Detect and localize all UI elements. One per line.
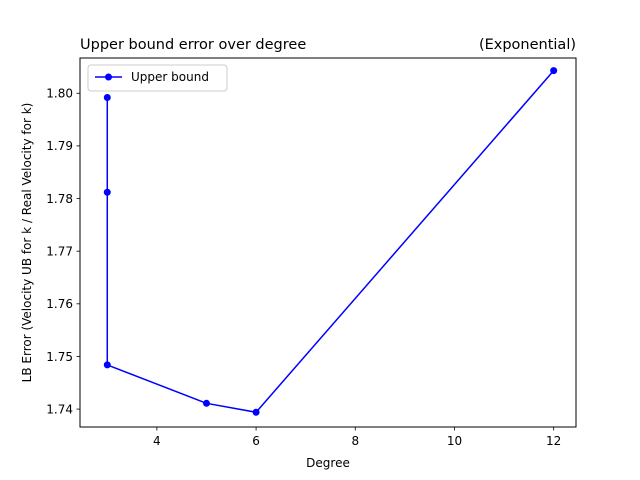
x-axis-label: Degree bbox=[306, 456, 350, 470]
y-tick-label: 1.78 bbox=[46, 192, 73, 206]
y-tick-label: 1.76 bbox=[46, 297, 73, 311]
data-point bbox=[103, 93, 111, 101]
data-point bbox=[103, 361, 111, 369]
y-tick-label: 1.79 bbox=[46, 139, 73, 153]
data-point bbox=[103, 188, 111, 196]
data-point bbox=[550, 67, 558, 75]
plot-area-frame bbox=[79, 57, 577, 428]
x-tick-label: 6 bbox=[252, 434, 260, 448]
chart-title: Upper bound error over degree bbox=[80, 37, 306, 53]
x-axis-ticks: 4 6 8 10 12 bbox=[153, 427, 561, 448]
legend-marker-swatch bbox=[105, 73, 112, 81]
legend-label-upper-bound: Upper bound bbox=[131, 70, 209, 84]
series-layer bbox=[103, 67, 558, 416]
data-point bbox=[202, 399, 210, 407]
y-axis-label: LB Error (Velocity UB for k / Real Veloc… bbox=[20, 103, 34, 383]
x-tick-label: 10 bbox=[447, 434, 462, 448]
y-tick-label: 1.80 bbox=[46, 87, 73, 101]
chart-title-right: (Exponential) bbox=[479, 37, 576, 53]
x-tick-label: 12 bbox=[546, 434, 561, 448]
data-point bbox=[252, 408, 260, 416]
y-axis-ticks: 1.74 1.75 1.76 1.77 1.78 1.79 1.80 bbox=[46, 87, 80, 416]
y-tick-label: 1.77 bbox=[46, 244, 73, 258]
legend: Upper bound bbox=[87, 64, 228, 92]
x-tick-label: 4 bbox=[153, 434, 161, 448]
x-tick-label: 8 bbox=[351, 434, 359, 448]
y-tick-label: 1.74 bbox=[46, 402, 73, 416]
series-line-upper-bound bbox=[106, 70, 555, 414]
y-tick-label: 1.75 bbox=[46, 350, 73, 364]
legend-box bbox=[87, 64, 228, 92]
